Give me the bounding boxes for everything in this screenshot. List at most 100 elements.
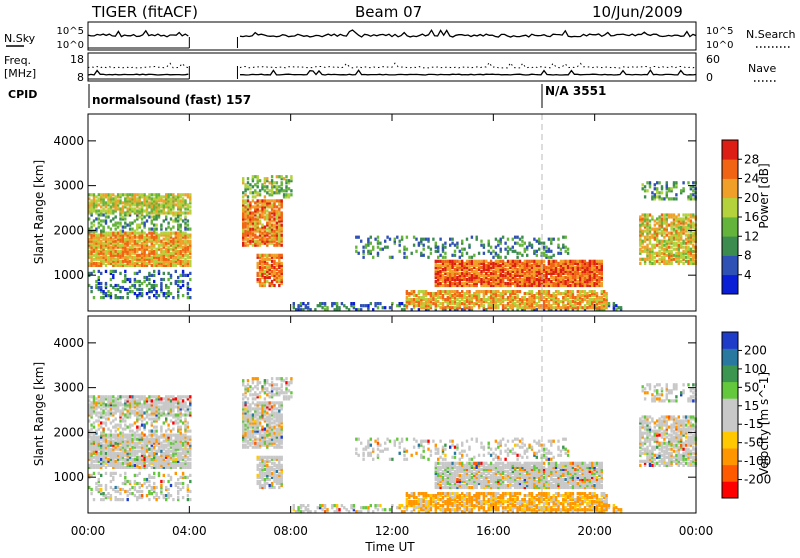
power-cell bbox=[526, 254, 528, 257]
power-cell bbox=[682, 240, 684, 243]
power-cell bbox=[112, 274, 114, 277]
power-cell bbox=[649, 236, 651, 239]
power-cell bbox=[151, 256, 153, 259]
power-cell bbox=[682, 213, 684, 216]
power-cell bbox=[379, 242, 381, 245]
power-cell bbox=[355, 246, 357, 249]
power-cell bbox=[608, 302, 610, 305]
power-cell bbox=[615, 304, 617, 307]
power-cell bbox=[261, 199, 263, 202]
power-cell bbox=[473, 270, 475, 273]
power-cell bbox=[115, 288, 117, 291]
power-cell bbox=[447, 284, 449, 287]
power-cell bbox=[456, 290, 458, 293]
power-cell bbox=[478, 304, 480, 307]
power-cell bbox=[461, 252, 463, 255]
power-cell bbox=[105, 270, 107, 273]
power-cell bbox=[127, 248, 129, 251]
velocity-cell bbox=[151, 434, 153, 437]
velocity-cell bbox=[151, 395, 153, 398]
power-cell bbox=[504, 304, 506, 307]
velocity-cell bbox=[98, 472, 100, 475]
power-cell bbox=[654, 256, 656, 259]
power-cell bbox=[271, 264, 273, 267]
velocity-cell bbox=[151, 492, 153, 495]
power-cell bbox=[504, 272, 506, 275]
power-cell bbox=[661, 191, 663, 194]
power-cell bbox=[451, 260, 453, 263]
power-cell bbox=[269, 236, 271, 239]
power-cell bbox=[478, 272, 480, 275]
power-cell bbox=[134, 207, 136, 210]
velocity-cell bbox=[151, 399, 153, 402]
power-cell bbox=[461, 240, 463, 243]
power-cell bbox=[649, 224, 651, 227]
power-cell bbox=[175, 211, 177, 214]
velocity-cell bbox=[115, 460, 117, 463]
power-cell bbox=[273, 284, 275, 287]
power-cell bbox=[553, 260, 555, 263]
power-cell bbox=[244, 222, 246, 225]
power-cell bbox=[512, 246, 514, 249]
power-cell bbox=[244, 199, 246, 202]
power-cell bbox=[658, 181, 660, 184]
power-cell bbox=[115, 228, 117, 231]
power-cell bbox=[257, 240, 259, 243]
power-cell bbox=[497, 244, 499, 247]
velocity-cell bbox=[115, 417, 117, 420]
velocity-cell bbox=[112, 426, 114, 429]
power-cell bbox=[524, 302, 526, 305]
power-cell bbox=[184, 199, 186, 202]
power-cell bbox=[471, 236, 473, 239]
power-cell bbox=[504, 248, 506, 251]
velocity-cell bbox=[110, 494, 112, 497]
power-cell bbox=[165, 284, 167, 287]
power-cell bbox=[668, 213, 670, 216]
power-cell bbox=[598, 276, 600, 279]
power-cell bbox=[297, 304, 299, 307]
beam-label: Beam 07 bbox=[355, 3, 422, 21]
y-tick-label: 1000 bbox=[53, 268, 84, 282]
power-cell bbox=[658, 195, 660, 198]
power-cell bbox=[136, 254, 138, 257]
velocity-cell bbox=[139, 466, 141, 469]
nave-trace bbox=[88, 63, 696, 69]
power-cell bbox=[673, 248, 675, 251]
velocity-cell bbox=[143, 478, 145, 481]
power-cell bbox=[550, 294, 552, 297]
velocity-cell bbox=[148, 395, 150, 398]
velocity-cell bbox=[139, 482, 141, 485]
velocity-cell bbox=[139, 490, 141, 493]
power-cell bbox=[136, 272, 138, 275]
power-cell bbox=[98, 226, 100, 229]
power-cell bbox=[661, 197, 663, 200]
power-cell bbox=[254, 217, 256, 220]
power-cell bbox=[151, 284, 153, 287]
velocity-cell bbox=[131, 430, 133, 433]
power-cell bbox=[242, 177, 244, 180]
power-cell bbox=[146, 219, 148, 222]
power-cell bbox=[107, 232, 109, 235]
power-cell bbox=[276, 268, 278, 271]
velocity-cell bbox=[119, 395, 121, 398]
power-cell bbox=[127, 232, 129, 235]
power-cell bbox=[115, 222, 117, 225]
power-cell bbox=[579, 272, 581, 275]
power-cell bbox=[261, 254, 263, 257]
power-cell bbox=[131, 290, 133, 293]
velocity-cell bbox=[153, 452, 155, 455]
power-cell bbox=[591, 290, 593, 293]
power-cell bbox=[565, 304, 567, 307]
power-cell bbox=[680, 252, 682, 255]
power-cell bbox=[399, 302, 401, 305]
power-cell bbox=[160, 278, 162, 281]
noise-tick-right-lo: 10^0 bbox=[706, 40, 733, 51]
power-cell bbox=[646, 181, 648, 184]
power-cell bbox=[259, 266, 261, 269]
power-cell bbox=[673, 197, 675, 200]
power-cell bbox=[435, 250, 437, 253]
power-cell bbox=[476, 268, 478, 271]
power-cell bbox=[249, 191, 251, 194]
velocity-cell bbox=[141, 494, 143, 497]
power-cell bbox=[180, 286, 182, 289]
